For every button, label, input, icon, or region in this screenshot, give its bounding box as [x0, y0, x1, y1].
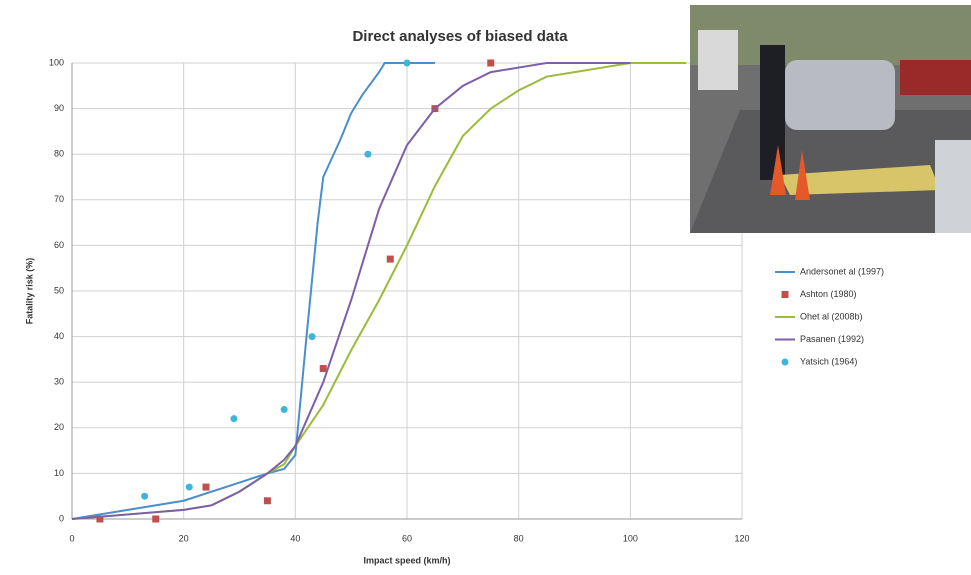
x-tick-label: 80: [514, 533, 524, 543]
y-tick-label: 30: [54, 377, 64, 387]
point: [230, 415, 238, 423]
point: [152, 515, 160, 523]
x-tick-label: 120: [734, 533, 749, 543]
point: [319, 365, 327, 373]
point: [308, 333, 316, 341]
y-tick-label: 80: [54, 149, 64, 159]
series-line: [71, 62, 631, 520]
y-tick-label: 10: [54, 468, 64, 478]
legend-swatch: [781, 358, 789, 366]
legend-label: Yatsich (1964): [800, 356, 857, 366]
photo: [690, 5, 971, 233]
y-tick-label: 90: [54, 103, 64, 113]
x-tick-label: 20: [179, 533, 189, 543]
y-tick-label: 0: [59, 513, 64, 523]
y-tick-label: 50: [54, 285, 64, 295]
point: [403, 59, 411, 67]
point: [263, 497, 271, 505]
point: [96, 515, 104, 523]
series-line: [71, 62, 435, 520]
point: [364, 150, 372, 158]
legend-label: Andersonet al (1997): [800, 266, 884, 276]
point: [280, 406, 288, 414]
x-axis-label: Impact speed (km/h): [363, 555, 450, 565]
y-tick-label: 100: [49, 57, 64, 67]
x-tick-label: 40: [290, 533, 300, 543]
point: [487, 59, 495, 67]
point: [141, 492, 149, 500]
point: [185, 483, 193, 491]
y-tick-label: 40: [54, 331, 64, 341]
point: [386, 255, 394, 263]
y-axis-label: Fatality risk (%): [24, 258, 34, 325]
legend-swatch: [781, 291, 789, 298]
y-tick-label: 60: [54, 240, 64, 250]
legend-label: Pasanen (1992): [800, 334, 864, 344]
x-tick-label: 100: [623, 533, 638, 543]
chart-title: Direct analyses of biased data: [352, 28, 568, 45]
point: [202, 483, 210, 491]
x-tick-label: 60: [402, 533, 412, 543]
x-tick-label: 0: [69, 533, 74, 543]
y-tick-label: 70: [54, 194, 64, 204]
legend-label: Ashton (1980): [800, 289, 857, 299]
legend-label: Ohet al (2008b): [800, 311, 863, 321]
y-tick-label: 20: [54, 422, 64, 432]
